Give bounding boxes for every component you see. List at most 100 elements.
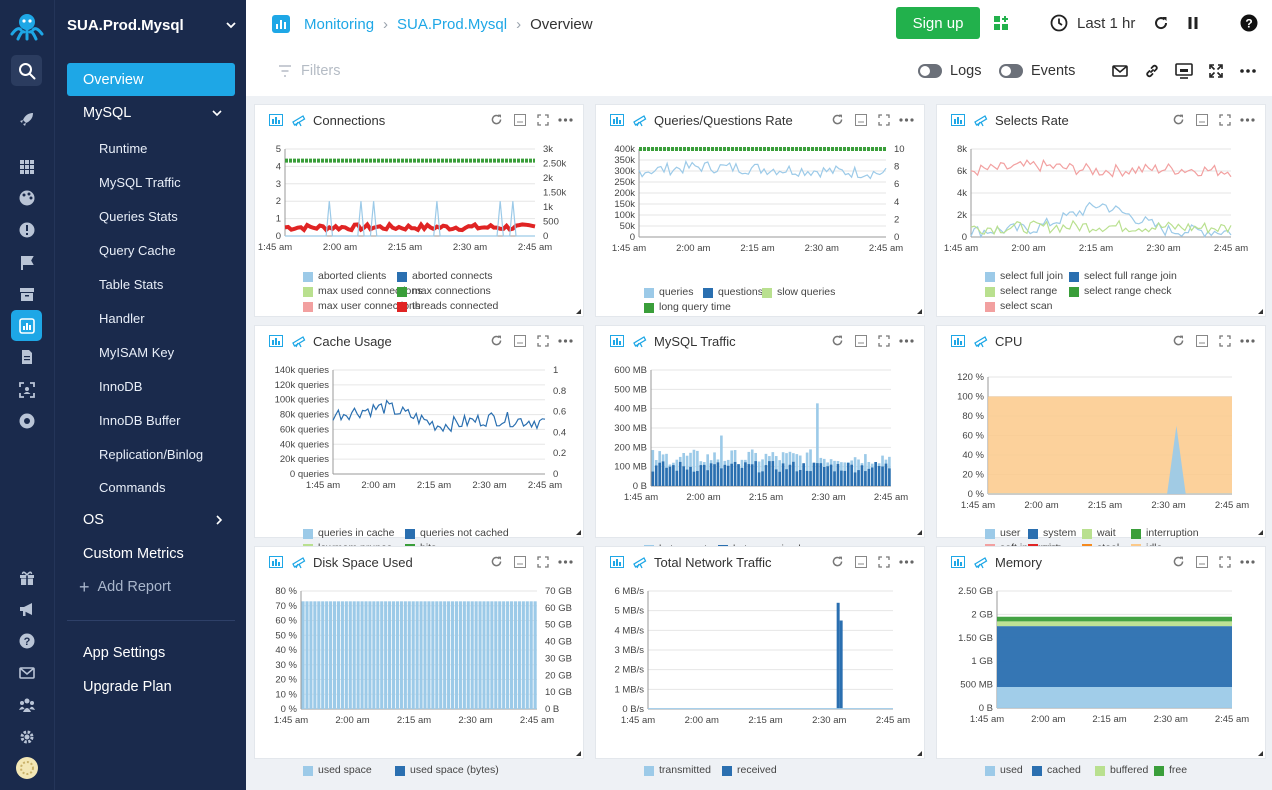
logs-toggle[interactable]: Logs	[918, 62, 981, 80]
minimize-icon[interactable]	[853, 333, 868, 348]
legend-item[interactable]: select scan	[985, 299, 1053, 314]
breadcrumb-monitoring[interactable]: Monitoring	[304, 15, 375, 33]
grid-icon[interactable]	[0, 153, 54, 181]
nav-query-cache[interactable]: Query Cache	[67, 235, 235, 265]
resize-handle[interactable]	[1258, 309, 1263, 314]
support-icon[interactable]	[0, 407, 54, 435]
pause-icon[interactable]	[1182, 12, 1204, 34]
legend-item[interactable]: slow queries	[762, 285, 835, 300]
legend-item[interactable]: cached	[1032, 763, 1081, 778]
chart-icon[interactable]	[951, 556, 965, 568]
minimize-icon[interactable]	[512, 333, 527, 348]
chart-icon[interactable]	[269, 556, 283, 568]
expand-icon[interactable]	[876, 333, 891, 348]
document-icon[interactable]	[0, 343, 54, 371]
refresh-icon[interactable]	[1171, 554, 1186, 569]
legend-item[interactable]: select full range join	[1069, 269, 1177, 284]
more-icon[interactable]	[899, 554, 914, 569]
resize-handle[interactable]	[1258, 530, 1263, 535]
legend-item[interactable]: aborted connects	[397, 269, 493, 284]
legend-item[interactable]: max user connections	[303, 299, 420, 314]
nav-custom-metrics[interactable]: Custom Metrics	[67, 539, 235, 569]
legend-item[interactable]: questions	[703, 285, 763, 300]
expand-icon[interactable]	[535, 112, 550, 127]
app-switcher[interactable]: SUA.Prod.Mysql	[67, 14, 237, 36]
legend-item[interactable]: threads connected	[397, 299, 498, 314]
chart-icon[interactable]	[610, 114, 624, 126]
settings-icon[interactable]	[0, 723, 54, 751]
resize-handle[interactable]	[576, 309, 581, 314]
palette-icon[interactable]	[0, 184, 54, 212]
team-icon[interactable]	[0, 691, 54, 719]
nav-myisam-key[interactable]: MyISAM Key	[67, 337, 235, 367]
expand-icon[interactable]	[535, 333, 550, 348]
expand-icon[interactable]	[876, 112, 891, 127]
time-range-picker[interactable]: Last 1 hr	[1050, 11, 1135, 35]
scan-icon[interactable]	[0, 376, 54, 404]
logo-icon[interactable]	[0, 10, 54, 44]
legend-item[interactable]: buffered	[1095, 763, 1148, 778]
legend-item[interactable]: system	[1028, 526, 1076, 541]
telescope-icon[interactable]	[291, 334, 307, 348]
legend-item[interactable]: used	[985, 763, 1023, 778]
resize-handle[interactable]	[1258, 751, 1263, 756]
more-icon[interactable]	[1240, 333, 1255, 348]
minimize-icon[interactable]	[853, 554, 868, 569]
telescope-icon[interactable]	[291, 555, 307, 569]
legend-item[interactable]: wait	[1082, 526, 1116, 541]
minimize-icon[interactable]	[1194, 112, 1209, 127]
search-icon[interactable]	[11, 55, 42, 86]
mail-icon[interactable]	[1109, 60, 1131, 82]
help-icon[interactable]: ?	[1238, 12, 1260, 34]
toggle-switch[interactable]	[918, 64, 942, 78]
more-icon[interactable]	[558, 333, 573, 348]
legend-item[interactable]: received	[722, 763, 777, 778]
nav-mysql-traffic[interactable]: MySQL Traffic	[67, 167, 235, 197]
more-icon[interactable]	[1240, 554, 1255, 569]
user-avatar[interactable]	[0, 754, 54, 782]
nav-queries-stats[interactable]: Queries Stats	[67, 201, 235, 231]
resize-handle[interactable]	[917, 751, 922, 756]
nav-app-settings[interactable]: App Settings	[67, 638, 235, 668]
nav-replication[interactable]: Replication/Binlog	[67, 439, 235, 469]
alert-icon[interactable]	[0, 216, 54, 244]
minimize-icon[interactable]	[853, 112, 868, 127]
chart-icon[interactable]	[610, 556, 624, 568]
refresh-icon[interactable]	[830, 554, 845, 569]
expand-icon[interactable]	[535, 554, 550, 569]
telescope-icon[interactable]	[973, 113, 989, 127]
telescope-icon[interactable]	[632, 334, 648, 348]
more-icon[interactable]	[1240, 112, 1255, 127]
legend-item[interactable]: queries	[644, 285, 693, 300]
chart-icon[interactable]	[951, 114, 965, 126]
dashboard-icon[interactable]	[11, 310, 42, 341]
nav-overview[interactable]: Overview	[67, 63, 235, 96]
chart-icon[interactable]	[610, 335, 624, 347]
telescope-icon[interactable]	[632, 555, 648, 569]
help-icon[interactable]: ?	[0, 627, 54, 655]
legend-item[interactable]: max connections	[397, 284, 491, 299]
legend-item[interactable]: interruption	[1131, 526, 1199, 541]
add-widget-icon[interactable]	[990, 13, 1012, 33]
legend-item[interactable]: queries not cached	[405, 526, 509, 541]
more-icon[interactable]	[558, 112, 573, 127]
more-icon[interactable]	[899, 333, 914, 348]
legend-item[interactable]: long query time	[644, 300, 731, 315]
legend-item[interactable]: select full join	[985, 269, 1063, 284]
legend-item[interactable]: used space (bytes)	[395, 763, 499, 778]
mail-icon[interactable]	[0, 659, 54, 687]
nav-mysql[interactable]: MySQL	[67, 98, 235, 128]
telescope-icon[interactable]	[291, 113, 307, 127]
add-report-button[interactable]: + Add Report	[67, 572, 235, 602]
filters-input[interactable]: Filters	[278, 60, 340, 82]
nav-upgrade-plan[interactable]: Upgrade Plan	[67, 672, 235, 702]
refresh-icon[interactable]	[830, 333, 845, 348]
minimize-icon[interactable]	[1194, 333, 1209, 348]
legend-item[interactable]: select range	[985, 284, 1057, 299]
telescope-icon[interactable]	[973, 334, 989, 348]
refresh-icon[interactable]	[830, 112, 845, 127]
nav-table-stats[interactable]: Table Stats	[67, 269, 235, 299]
refresh-icon[interactable]	[489, 112, 504, 127]
link-icon[interactable]	[1141, 60, 1163, 82]
legend-item[interactable]: used space	[303, 763, 372, 778]
